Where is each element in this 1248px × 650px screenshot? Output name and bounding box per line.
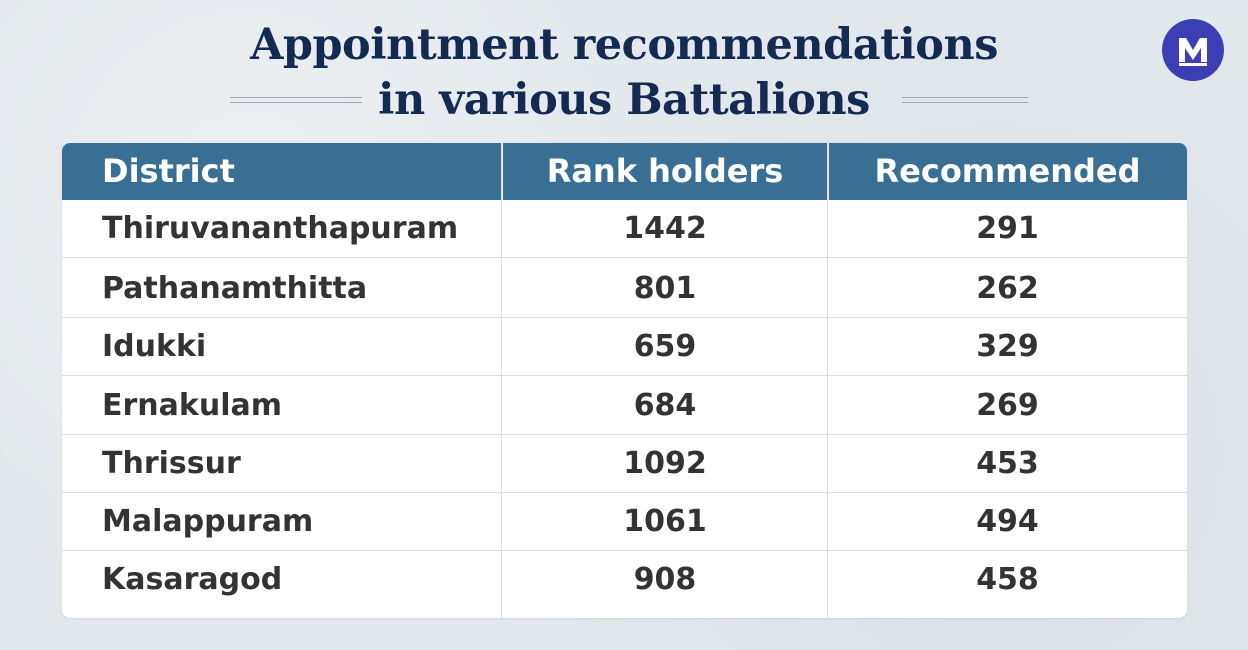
header-divider [827, 143, 829, 200]
rank-holders-cell: 1442 [623, 211, 707, 246]
recommended-cell: 262 [976, 271, 1039, 306]
table-header: District Rank holders Recommended [62, 143, 1187, 200]
chart-title-line-1: Appointment recommendations [250, 20, 998, 70]
column-header-recommended: Recommended [874, 152, 1141, 190]
table-row: Ernakulam 684 269 [62, 377, 1187, 435]
recommended-cell: 494 [976, 504, 1039, 539]
rank-holders-cell: 1061 [623, 504, 707, 539]
district-cell: Malappuram [102, 504, 314, 539]
district-cell: Pathanamthitta [102, 271, 368, 306]
district-cell: Idukki [102, 329, 207, 364]
recommended-cell: 269 [976, 388, 1039, 423]
header-divider [501, 143, 503, 200]
chart-title-line-2: in various Battalions [378, 75, 870, 125]
row-divider [62, 375, 1187, 376]
title-rule-left [230, 97, 362, 103]
district-cell: Kasaragod [102, 562, 283, 597]
title-rule-right [902, 97, 1028, 103]
recommended-cell: 291 [976, 211, 1039, 246]
rank-holders-cell: 1092 [623, 446, 707, 481]
column-header-district: District [102, 152, 235, 190]
table-row: Thiruvananthapuram 1442 291 [62, 200, 1187, 258]
district-cell: Ernakulam [102, 388, 282, 423]
recommended-cell: 329 [976, 329, 1039, 364]
district-cell: Thiruvananthapuram [102, 211, 459, 246]
district-cell: Thrissur [102, 446, 241, 481]
data-table: District Rank holders Recommended Thiruv… [62, 143, 1187, 618]
row-divider [62, 257, 1187, 258]
rank-holders-cell: 801 [633, 271, 697, 306]
column-header-rank-holders: Rank holders [546, 152, 784, 190]
table-row: Malappuram 1061 494 [62, 493, 1187, 551]
recommended-cell: 453 [976, 446, 1039, 481]
table-row: Idukki 659 329 [62, 318, 1187, 376]
column-divider [501, 143, 502, 618]
row-divider [62, 492, 1187, 493]
rank-holders-cell: 908 [633, 562, 697, 597]
table-row: Pathanamthitta 801 262 [62, 260, 1187, 318]
row-divider [62, 434, 1187, 435]
recommended-cell: 458 [976, 562, 1039, 597]
rank-holders-cell: 684 [633, 388, 697, 423]
table-row: Thrissur 1092 453 [62, 435, 1187, 493]
m-logo-icon [1162, 19, 1224, 81]
rank-holders-cell: 659 [633, 329, 697, 364]
row-divider [62, 550, 1187, 551]
row-divider [62, 317, 1187, 318]
table-row: Kasaragod 908 458 [62, 551, 1187, 609]
column-divider [827, 143, 828, 618]
